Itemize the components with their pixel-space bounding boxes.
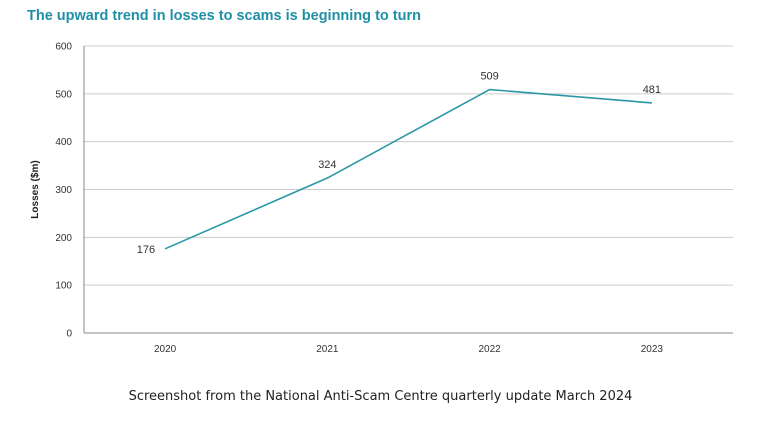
x-tick-label: 2020 [154,344,177,355]
y-tick-label: 0 [66,329,72,340]
figure-caption: Screenshot from the National Anti-Scam C… [128,389,633,404]
chart-title: The upward trend in losses to scams is b… [27,8,421,24]
y-tick-label: 600 [55,42,72,53]
y-tick-label: 200 [55,233,72,244]
y-tick-label: 300 [55,185,72,196]
series-group [164,88,652,250]
y-axis-ticks: 0 100 200 300 400 500 600 [55,42,72,340]
x-tick-label: 2021 [316,344,339,355]
line-chart: 0 100 200 300 400 500 600 2020 2021 2022 2023 176… [30,42,733,355]
data-labels: 176 324 509 481 [137,71,661,256]
gridlines [84,45,733,334]
x-axis-ticks: 2020 2021 2022 2023 [154,344,663,355]
y-tick-label: 500 [55,89,72,100]
data-label: 324 [318,159,336,171]
data-label: 176 [137,244,155,256]
x-tick-label: 2023 [641,344,664,355]
y-tick-label: 100 [55,281,72,292]
x-tick-label: 2022 [479,344,502,355]
y-tick-label: 400 [55,137,72,148]
y-axis-label: Losses ($m) [30,160,41,218]
data-label: 509 [480,71,498,83]
series-line [164,88,652,250]
data-label: 481 [643,84,661,96]
